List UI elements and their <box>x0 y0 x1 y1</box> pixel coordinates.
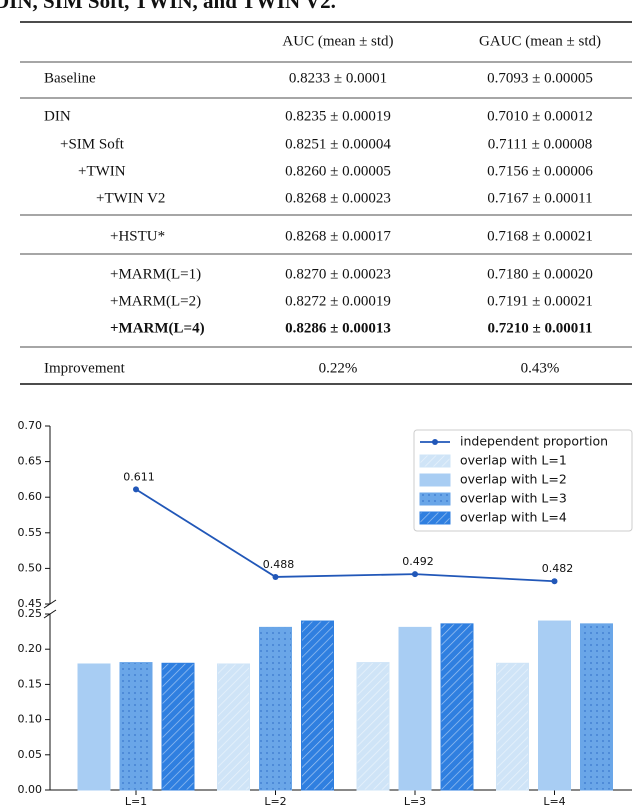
cell: 0.7180 ± 0.00020 <box>487 266 593 282</box>
row-label: DIN <box>44 108 71 124</box>
legend-swatch <box>419 454 451 468</box>
row-label: +TWIN <box>78 163 126 179</box>
data-label: 0.611 <box>123 470 155 483</box>
column-header: AUC (mean ± std) <box>282 33 393 49</box>
bar <box>356 662 390 791</box>
tick-label: 0.45 <box>18 597 43 610</box>
bar <box>161 662 195 791</box>
marker <box>412 571 418 578</box>
tick-label: 0.00 <box>18 783 43 796</box>
bar <box>398 626 432 791</box>
row-label: +SIM Soft <box>60 136 125 152</box>
cell: 0.7210 ± 0.00011 <box>488 320 593 336</box>
marker <box>551 578 558 585</box>
marker <box>272 573 279 580</box>
bar <box>538 620 571 791</box>
legend-swatch <box>419 492 451 506</box>
legend-swatch <box>419 473 451 487</box>
row-label: +MARM(L=2) <box>110 293 201 309</box>
marker <box>133 486 139 493</box>
caption: DIN, SIM Soft, TWIN, and TWIN V2. <box>0 0 336 13</box>
cell: 0.7168 ± 0.00021 <box>487 228 593 244</box>
cell: 0.8260 ± 0.00005 <box>285 163 391 179</box>
cell: 0.8235 ± 0.00019 <box>285 108 391 124</box>
legend-label: overlap with L=2 <box>460 472 567 487</box>
tick-label: 0.20 <box>18 642 43 655</box>
cell: 0.8268 ± 0.00017 <box>285 228 391 244</box>
row-label: +MARM(L=4) <box>110 320 205 336</box>
tick-label: 0.50 <box>18 561 43 574</box>
cell: 0.22% <box>319 360 358 376</box>
cell: 0.7093 ± 0.00005 <box>487 70 593 86</box>
legend-marker <box>432 439 438 445</box>
x-tick-label: L=4 <box>543 795 565 808</box>
tick-label: 0.15 <box>18 677 43 690</box>
cell: 0.8272 ± 0.00019 <box>285 293 391 309</box>
tick-label: 0.70 <box>18 419 43 432</box>
bar <box>301 620 334 791</box>
legend-label: overlap with L=3 <box>460 491 567 506</box>
row-label: +HSTU* <box>110 228 165 244</box>
cell: 0.8251 ± 0.00004 <box>285 136 391 152</box>
legend-swatch <box>419 511 451 525</box>
data-label: 0.488 <box>263 558 295 571</box>
column-header: GAUC (mean ± std) <box>479 33 601 49</box>
row-label: Baseline <box>44 70 96 86</box>
bar <box>496 662 529 791</box>
tick-label: 0.05 <box>18 748 43 761</box>
cell: 0.43% <box>521 360 560 376</box>
bar <box>580 623 613 791</box>
x-tick-label: L=3 <box>404 795 426 808</box>
data-label: 0.482 <box>542 562 574 575</box>
tick-label: 0.60 <box>18 490 43 503</box>
tick-label: 0.25 <box>18 607 43 620</box>
bar <box>440 623 474 791</box>
cell: 0.7111 ± 0.00008 <box>488 136 593 152</box>
bar <box>77 663 111 791</box>
cell: 0.8270 ± 0.00023 <box>285 266 391 282</box>
cell: 0.7191 ± 0.00021 <box>487 293 593 309</box>
row-label: +TWIN V2 <box>96 190 165 206</box>
tick-label: 0.55 <box>18 526 43 539</box>
cell: 0.7010 ± 0.00012 <box>487 108 593 124</box>
row-label: +MARM(L=1) <box>110 266 201 282</box>
cell: 0.8286 ± 0.00013 <box>285 320 391 336</box>
data-label: 0.492 <box>402 555 434 568</box>
legend-label: independent proportion <box>460 434 608 449</box>
cell: 0.8233 ± 0.0001 <box>289 70 387 86</box>
cell: 0.8268 ± 0.00023 <box>285 190 391 206</box>
line <box>135 488 555 583</box>
bar <box>217 663 250 791</box>
table-rules <box>20 21 632 385</box>
bar <box>259 626 292 791</box>
tick-label: 0.65 <box>18 455 43 468</box>
row-label: Improvement <box>44 360 126 376</box>
legend-box <box>413 429 633 532</box>
tick-label: 0.10 <box>18 713 43 726</box>
bar <box>119 662 153 791</box>
cell: 0.7156 ± 0.00006 <box>487 163 593 179</box>
legend-label: overlap with L=4 <box>460 510 567 525</box>
cell: 0.7167 ± 0.00011 <box>487 190 592 206</box>
x-tick-label: L=2 <box>264 795 286 808</box>
legend-label: overlap with L=1 <box>460 453 567 468</box>
x-tick-label: L=1 <box>125 795 147 808</box>
